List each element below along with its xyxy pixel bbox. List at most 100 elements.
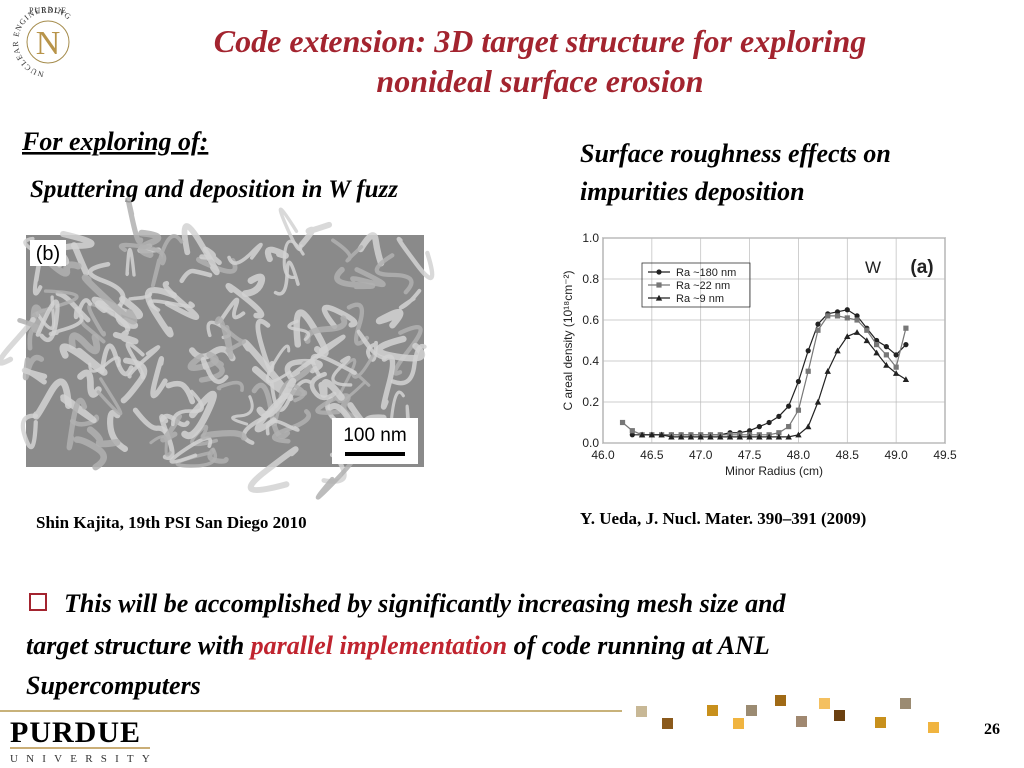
data-point [726,433,734,440]
data-point [815,327,821,333]
plot-area [602,237,946,444]
fuzz-strand [334,266,376,290]
data-point [746,428,753,434]
data-point [786,403,792,409]
data-point [844,333,851,339]
legend-marker [656,282,662,288]
fuzz-strand [60,394,97,423]
bullet-icon [29,593,47,611]
data-point [854,317,860,323]
fuzz-strand [254,392,294,433]
fuzz-strand [271,409,312,444]
fuzz-strand [17,317,41,351]
title: nonideal surface erosion [376,63,703,99]
data-point [736,433,743,440]
fuzz-strand [217,297,246,325]
fuzz-strand [181,223,220,276]
x-tick-label: 49.5 [933,448,957,462]
data-point [785,433,792,440]
fuzz-strand [287,319,311,342]
image-label-box [30,240,66,266]
y-tick-label: 1.0 [582,231,599,245]
data-point [658,431,665,438]
x-tick-label: 47.5 [738,448,762,462]
scale-bar-box [332,418,418,464]
fuzz-strand [125,341,146,380]
logo-letter: N [36,25,61,62]
fuzz-strand [81,274,138,325]
citation: Shin Kajita, 19th PSI San Diego 2010 [36,513,307,532]
fuzz-strand [331,238,364,263]
fuzz-strand [125,197,144,245]
scale-bar-label: 100 nm [343,425,406,446]
y-tick-label: 0.0 [582,436,599,450]
data-point [629,428,635,434]
fuzz-strand [199,246,222,266]
bullet-text: target structure with [26,631,244,660]
x-tick-label: 48.0 [787,448,811,462]
fuzz-strand [35,299,60,342]
fuzz-strand [346,302,370,346]
fuzz-strand [32,289,79,318]
title: Code extension: 3D target structure for … [214,23,866,59]
fuzz-strand [125,247,136,277]
fuzz-strand [144,286,177,338]
fuzz-strand [187,351,219,372]
page-number: 26 [984,721,1000,738]
fuzz-strand [165,380,196,405]
fuzz-strand [310,353,357,377]
legend-box [641,262,751,308]
bullet-text: target structure with parallel implement… [26,631,770,660]
data-point [805,348,811,354]
fuzz-strand [264,246,289,263]
fuzz-strand [398,288,422,310]
fuzz-strand [298,221,333,248]
fuzz-strand [127,345,161,379]
fuzz-strand [181,390,217,440]
data-point [717,433,724,440]
x-tick-label: 49.0 [884,448,908,462]
fuzz-strand [278,382,306,404]
annotation: W [865,258,881,277]
decor-squares [636,695,939,733]
fuzz-strand [214,316,234,360]
fuzz-strand [171,389,204,427]
fuzz-strand [73,436,107,471]
data-point [864,327,870,333]
data-point [766,419,772,426]
y-tick-label: 0.2 [582,395,599,409]
image-label: (b) [36,243,60,265]
fuzz-strand [357,232,385,267]
data-point [668,433,675,440]
logo: N NUCLEAR ENGINEERING PURDUE [11,5,72,79]
fuzz-strand [350,354,375,387]
data-point [824,368,831,374]
fuzz-strand [149,435,172,457]
logo-circle [26,20,70,64]
data-point [825,313,831,319]
fuzz-strand [380,354,396,410]
fuzz-strand [73,298,93,320]
fuzz-strand [392,325,423,376]
fuzz-strand [207,448,229,464]
fuzz-strand [231,395,254,426]
data-point [805,368,811,374]
data-point [756,424,762,430]
bullet-text: Supercomputers [26,671,201,700]
fuzz-strand [216,380,244,392]
right-heading: Surface roughness effects on [580,139,891,168]
fuzz-strand [169,436,213,464]
fuzz-strand [241,273,266,297]
data-point [687,433,695,440]
data-point [834,313,841,319]
data-point [795,407,802,413]
data-point [874,342,880,348]
fuzz-strand [396,236,435,281]
logo-top: PURDUE [29,6,67,15]
left-subheading: Sputtering and deposition in W fuzz [30,176,398,203]
x-axis-label: Minor Radius (cm) [725,464,823,478]
fuzz-strand [318,379,345,401]
fuzz-strand [138,229,162,258]
fuzz-strand [225,282,265,319]
data-point [893,364,899,370]
